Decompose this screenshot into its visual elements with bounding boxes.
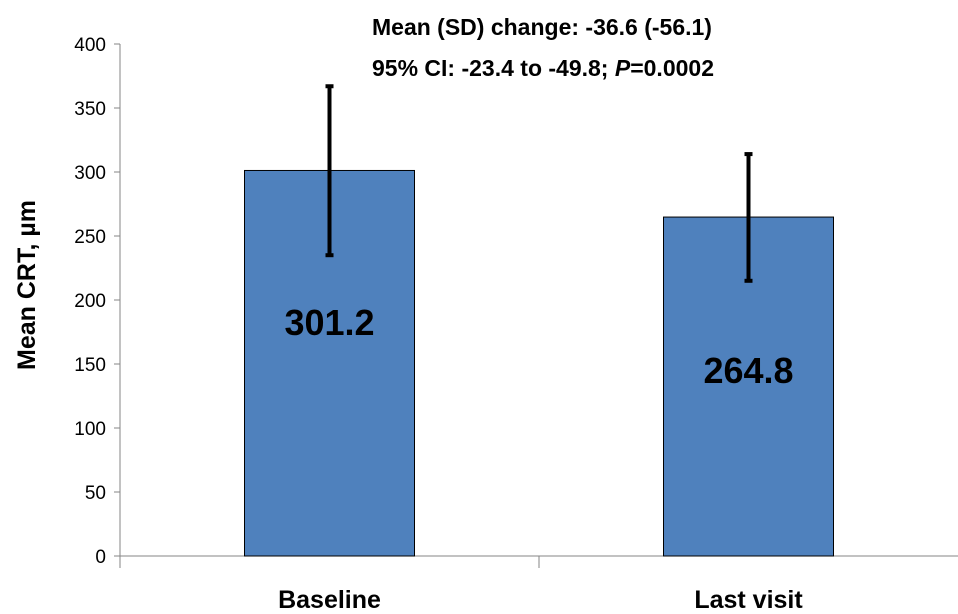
y-tick-label: 0 — [95, 547, 106, 568]
annotation-line-2: 95% CI: -23.4 to -49.8; P=0.0002 — [372, 55, 714, 81]
y-tick-label: 200 — [74, 291, 106, 312]
bars — [244, 169, 834, 557]
data-labels: 301.2 264.8 — [284, 302, 793, 391]
annotation-ci: 95% CI: -23.4 to -49.8; — [372, 55, 615, 81]
y-tick-label: 250 — [74, 227, 106, 248]
y-axis-label: Mean CRT, µm — [13, 200, 41, 370]
annotation-line-1: Mean (SD) change: -36.6 (-56.1) — [372, 14, 712, 40]
y-tick-label: 400 — [74, 35, 106, 56]
data-label-1: 264.8 — [703, 350, 793, 391]
y-tick-label: 50 — [85, 483, 106, 504]
data-label-0: 301.2 — [284, 302, 374, 343]
category-label-0: Baseline — [278, 586, 381, 614]
category-label-1: Last visit — [694, 586, 803, 614]
annotation: Mean (SD) change: -36.6 (-56.1) 95% CI: … — [372, 14, 714, 81]
annotation-p-value: =0.0002 — [630, 55, 714, 81]
y-tick-label: 350 — [74, 99, 106, 120]
axes: 0 50 100 150 200 250 300 350 400 Baseline Last vis… — [74, 35, 958, 614]
annotation-p-symbol: P — [615, 55, 631, 81]
y-tick-label: 100 — [74, 419, 106, 440]
error-bars — [325, 84, 753, 283]
y-tick-label: 150 — [74, 355, 106, 376]
y-tick-label: 300 — [74, 163, 106, 184]
